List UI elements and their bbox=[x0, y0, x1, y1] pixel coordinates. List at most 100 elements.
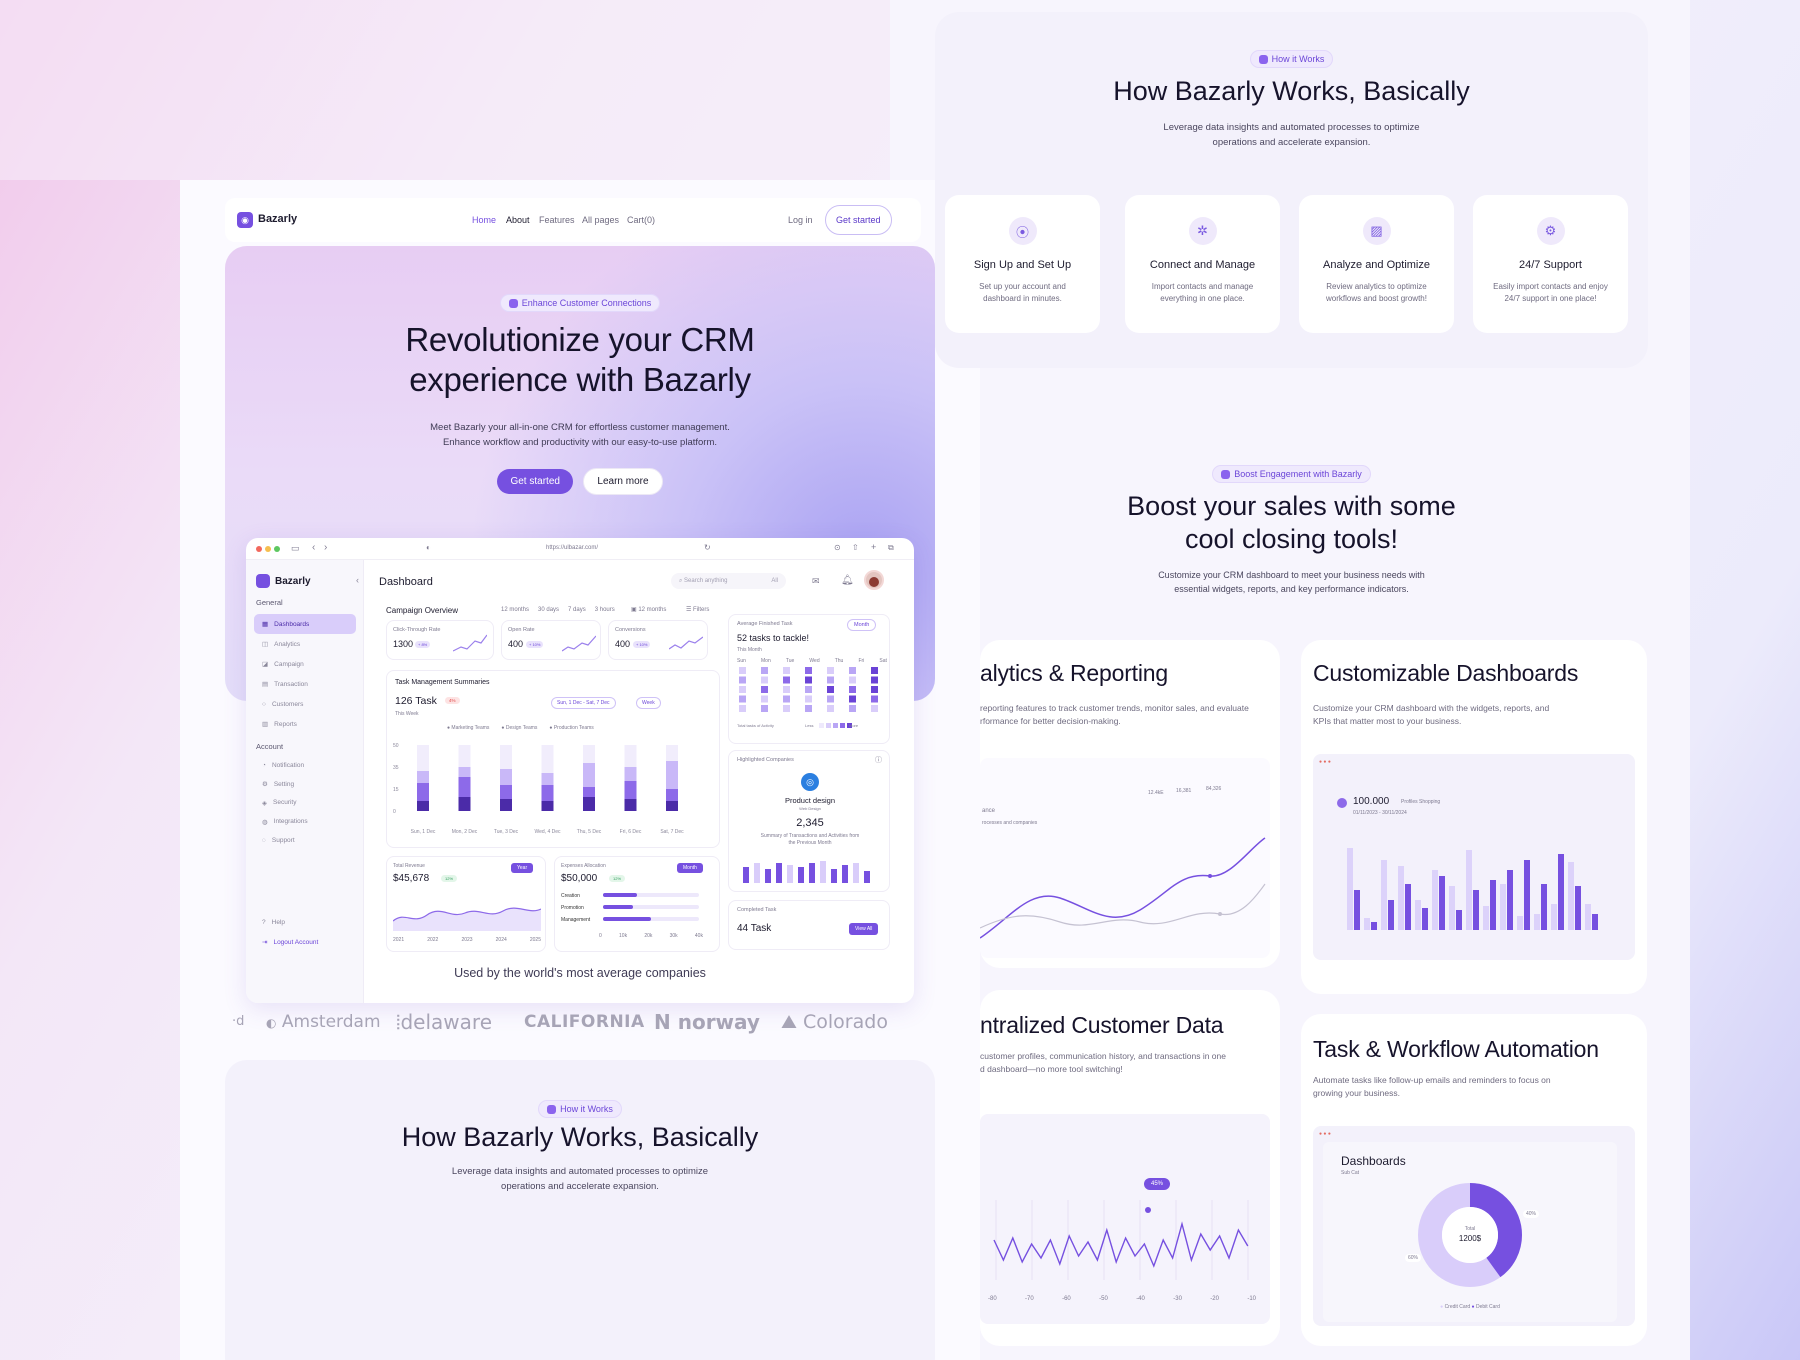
sidebar-item-setting[interactable]: ⚙ Setting bbox=[254, 775, 356, 794]
sidebar-item-analytics[interactable]: ◫ Analytics bbox=[254, 634, 356, 654]
sidebar-item-help[interactable]: ? Help bbox=[254, 912, 285, 932]
completed-task-card: Completed Task 44 Task View All bbox=[728, 900, 890, 950]
nav-link-features[interactable]: Features bbox=[539, 215, 575, 225]
expenses-delta-badge: 12% bbox=[609, 875, 626, 882]
task-period-select[interactable]: Week bbox=[636, 697, 661, 709]
sidebar-item-transaction[interactable]: ▤ Transaction bbox=[254, 674, 356, 694]
x-tick: Thu, 5 Dec bbox=[577, 829, 602, 835]
how-sub-line-2: operations and accelerate expansion. bbox=[501, 1181, 659, 1192]
view-all-button[interactable]: View All bbox=[849, 923, 879, 935]
sidebar-toggle-icon[interactable]: ▭ bbox=[291, 543, 300, 553]
brand-logo-icon: ◉ bbox=[237, 212, 253, 228]
heatmap-cell bbox=[805, 676, 812, 684]
bar-dark bbox=[1507, 870, 1513, 930]
window-close-dot[interactable] bbox=[256, 546, 262, 552]
brand-name[interactable]: Bazarly bbox=[258, 213, 298, 225]
expense-bar bbox=[603, 917, 651, 921]
how-card-line-1: Set up your account and bbox=[979, 282, 1066, 291]
panel-title: Dashboards bbox=[1341, 1154, 1406, 1168]
nav-link-all-pages[interactable]: All pages bbox=[582, 215, 620, 225]
expense-bar bbox=[603, 893, 637, 897]
expense-row-label: Creation bbox=[561, 893, 580, 899]
kpi-card-conversions: Conversions 400 + 10% bbox=[608, 620, 708, 660]
sidebar-item-dashboards[interactable]: ▦ Dashboards bbox=[254, 614, 356, 634]
stacked-bar-segment bbox=[583, 787, 595, 797]
filters-button[interactable]: ☰ Filters bbox=[686, 607, 710, 613]
nav-get-started-button[interactable]: Get started bbox=[825, 205, 892, 235]
hero-badge: Enhance Customer Connections bbox=[499, 294, 661, 312]
donut-legend: ● Credit Card ● Debit Card bbox=[1417, 1304, 1523, 1310]
x-tick: -10 bbox=[1247, 1296, 1256, 1302]
bar-dark bbox=[1524, 860, 1530, 930]
how-card-line-2: everything in one place. bbox=[1160, 294, 1245, 303]
feature-desc-line-1: Customize your CRM dashboard with the wi… bbox=[1313, 703, 1550, 713]
feature-analytics: alytics & Reporting reporting features t… bbox=[980, 640, 1280, 968]
sidebar-label: Logout Account bbox=[273, 938, 319, 946]
forward-icon[interactable]: › bbox=[324, 542, 328, 553]
expenses-period-select[interactable]: Month bbox=[677, 863, 703, 873]
company-bar-chart bbox=[743, 861, 870, 883]
hero-get-started-button[interactable]: Get started bbox=[497, 469, 573, 494]
tabs-icon[interactable]: ⧉ bbox=[888, 543, 894, 552]
range-3-hours[interactable]: 3 hours bbox=[594, 607, 615, 613]
expenses-bar-chart bbox=[603, 893, 699, 921]
back-icon[interactable]: ‹ bbox=[312, 542, 316, 553]
bar-light bbox=[1398, 866, 1404, 930]
calendar-picker[interactable]: ▣ 12 months bbox=[631, 607, 667, 613]
y-tick: 0 bbox=[393, 809, 396, 815]
legend-label: Credit Card bbox=[1444, 1304, 1471, 1310]
window-minimize-dot[interactable] bbox=[265, 546, 271, 552]
bar-dark bbox=[1558, 854, 1564, 930]
boost-badge: Boost Engagement with Bazarly bbox=[1212, 465, 1371, 483]
stacked-bar-segment bbox=[624, 781, 637, 799]
highlighted-company-card: Highlighted Companies ⓘ ◎ Product design… bbox=[728, 750, 890, 892]
url-bar[interactable]: https://ulbazar.com/ bbox=[546, 545, 599, 551]
kpi-value: 400 bbox=[615, 639, 631, 649]
how-card-connect: ✲ Connect and Manage Import contacts and… bbox=[1125, 195, 1280, 333]
company-bar bbox=[798, 867, 804, 883]
sidebar-item-support[interactable]: ◌ Support bbox=[254, 831, 356, 850]
range-7-days[interactable]: 7 days bbox=[568, 607, 586, 613]
login-link[interactable]: Log in bbox=[788, 215, 813, 225]
how-card-sign-up: ⦿ Sign Up and Set Up Set up your account… bbox=[945, 195, 1100, 333]
collapse-icon[interactable]: ‹ bbox=[356, 575, 359, 585]
window-maximize-dot[interactable] bbox=[274, 546, 280, 552]
sidebar-item-security[interactable]: ◈ Security bbox=[254, 794, 356, 813]
info-icon[interactable]: ⓘ bbox=[875, 757, 882, 764]
heatmap-cell bbox=[849, 705, 856, 712]
task-date-range[interactable]: Sun, 1 Dec - Sat, 7 Dec bbox=[551, 697, 616, 709]
sidebar-item-integrations[interactable]: ◍ Integrations bbox=[254, 812, 356, 831]
dashboard-search[interactable]: ⌕ Search anything All bbox=[671, 573, 786, 589]
reload-icon[interactable]: ↻ bbox=[704, 543, 711, 552]
hero-title-line-1: Revolutionize your CRM bbox=[405, 321, 755, 358]
company-logo-icon: ◎ bbox=[801, 773, 819, 791]
share-icon[interactable]: ⇧ bbox=[852, 543, 859, 552]
avg-task-period-select[interactable]: Month bbox=[847, 619, 877, 631]
nav-link-cart[interactable]: Cart(0) bbox=[627, 215, 656, 225]
range-30-days[interactable]: 30 days bbox=[538, 607, 560, 613]
x-tick: Sat, 7 Dec bbox=[660, 829, 684, 835]
stacked-bar-segment bbox=[583, 797, 595, 811]
heatmap-cell bbox=[739, 686, 746, 693]
revenue-period-select[interactable]: Year bbox=[511, 863, 534, 873]
bell-icon[interactable]: 🔔︎ bbox=[841, 575, 854, 586]
sidebar-item-notification[interactable]: ◔ Notification bbox=[254, 756, 356, 775]
avatar[interactable] bbox=[864, 570, 884, 590]
nav-link-about[interactable]: About bbox=[506, 215, 530, 225]
bar-dark bbox=[1575, 886, 1581, 930]
window-dots: ● ● ● bbox=[1319, 759, 1331, 765]
nav-link-home[interactable]: Home bbox=[472, 215, 497, 225]
download-icon[interactable]: ⊙ bbox=[834, 543, 841, 552]
mail-icon[interactable]: ✉ bbox=[812, 576, 820, 586]
logout-link[interactable]: ⇥ Logout Account bbox=[254, 932, 318, 952]
new-tab-icon[interactable]: + bbox=[871, 542, 877, 552]
hero-learn-more-button[interactable]: Learn more bbox=[583, 468, 663, 495]
sidebar-item-campaign[interactable]: ◪ Campaign bbox=[254, 654, 356, 674]
left-page-background bbox=[0, 0, 890, 180]
sidebar-item-reports[interactable]: ▥ Reports bbox=[254, 714, 356, 734]
range-12-months[interactable]: 12 months bbox=[501, 607, 530, 613]
sidebar-item-customers[interactable]: ○ Customers bbox=[254, 694, 356, 714]
heatmap-cell bbox=[805, 667, 812, 674]
legend-credit-card: ● Credit Card bbox=[1440, 1304, 1471, 1310]
search-scope-select[interactable]: All bbox=[771, 578, 778, 584]
